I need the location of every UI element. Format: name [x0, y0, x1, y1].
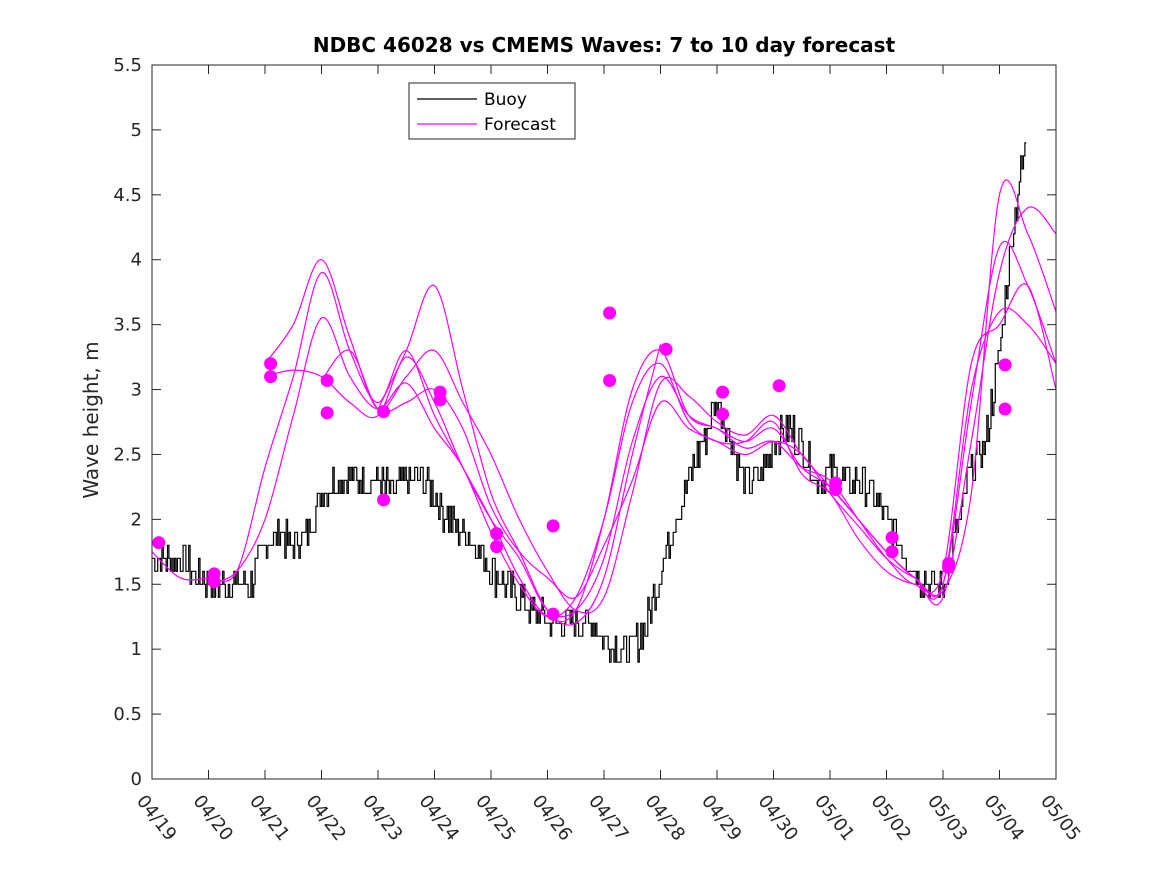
forecast-marker-7 — [320, 406, 334, 420]
forecast-marker-20 — [716, 407, 730, 421]
y-tick-label: 5.5 — [113, 55, 142, 76]
forecast-marker-21 — [772, 379, 786, 393]
forecast-marker-12 — [490, 527, 504, 541]
chart-title: NDBC 46028 vs CMEMS Waves: 7 to 10 day f… — [313, 33, 896, 57]
y-tick-label: 3.5 — [113, 315, 142, 336]
y-tick-label: 5 — [131, 120, 142, 141]
forecast-marker-23 — [829, 483, 843, 496]
y-tick-label: 1 — [131, 639, 142, 660]
legend-label-forecast: Forecast — [484, 115, 556, 135]
forecast-marker-24 — [885, 531, 899, 544]
y-tick-label: 1.5 — [113, 574, 142, 595]
forecast-series-line-2 — [208, 307, 1057, 618]
y-tick-label: 2.5 — [113, 444, 142, 465]
forecast-series-line-4 — [264, 179, 1057, 614]
forecast-marker-11 — [433, 393, 447, 407]
forecast-marker-15 — [546, 607, 560, 621]
forecast-marker-18 — [659, 342, 673, 356]
forecast-marker-14 — [546, 519, 560, 533]
forecast-marker-25 — [885, 545, 899, 559]
forecast-series-line-3 — [264, 206, 1057, 618]
forecast-marker-29 — [998, 402, 1012, 416]
y-tick-label: 3 — [131, 380, 142, 401]
y-tick-label: 2 — [131, 509, 142, 530]
forecast-marker-17 — [603, 374, 617, 387]
forecast-marker-4 — [264, 357, 278, 371]
y-tick-label: 4.5 — [113, 185, 142, 206]
forecast-series-line-5 — [321, 240, 1057, 599]
y-tick-label: 4 — [131, 250, 142, 271]
y-tick-label: 0.5 — [113, 704, 142, 725]
legend-box — [408, 82, 576, 140]
forecast-marker-6 — [320, 374, 334, 387]
forecast-marker-3 — [207, 575, 221, 589]
y-axis-label: Wave height, m — [79, 341, 103, 498]
forecast-marker-13 — [490, 540, 504, 554]
forecast-marker-27 — [942, 560, 956, 574]
forecast-marker-16 — [603, 306, 617, 320]
plot-area — [151, 142, 1057, 663]
legend-label-buoy: Buoy — [484, 90, 527, 110]
forecast-marker-5 — [264, 370, 278, 384]
buoy-series-line — [152, 142, 1027, 663]
forecast-marker-9 — [377, 493, 391, 507]
forecast-marker-19 — [716, 385, 730, 399]
forecast-marker-28 — [998, 358, 1012, 372]
legend: Buoy Forecast — [408, 82, 576, 140]
y-tick-label: 0 — [131, 769, 142, 790]
forecast-series-line-6 — [377, 284, 662, 626]
forecast-marker-1 — [152, 536, 166, 550]
forecast-marker-8 — [377, 405, 391, 419]
